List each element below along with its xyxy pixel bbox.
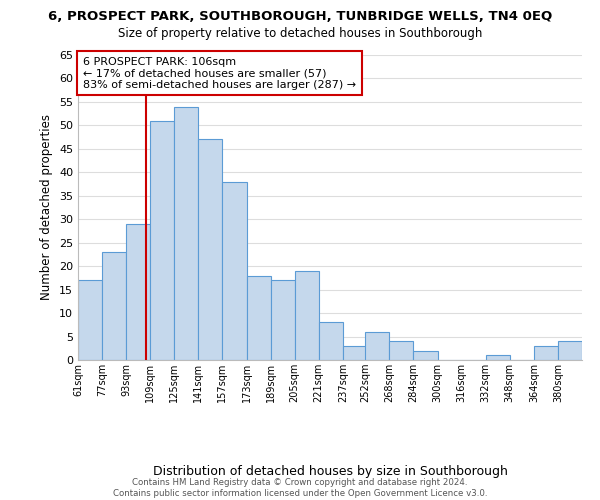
Bar — [343, 346, 367, 360]
Text: Size of property relative to detached houses in Southborough: Size of property relative to detached ho… — [118, 28, 482, 40]
Bar — [150, 120, 174, 360]
Bar — [102, 252, 126, 360]
Bar — [413, 350, 437, 360]
Text: Contains HM Land Registry data © Crown copyright and database right 2024.
Contai: Contains HM Land Registry data © Crown c… — [113, 478, 487, 498]
Bar — [247, 276, 271, 360]
Bar — [223, 182, 247, 360]
Text: 6, PROSPECT PARK, SOUTHBOROUGH, TUNBRIDGE WELLS, TN4 0EQ: 6, PROSPECT PARK, SOUTHBOROUGH, TUNBRIDG… — [48, 10, 552, 23]
Bar — [78, 280, 102, 360]
Bar — [486, 356, 510, 360]
Bar — [534, 346, 558, 360]
Bar — [271, 280, 295, 360]
Bar — [558, 341, 582, 360]
Bar — [389, 341, 413, 360]
Bar — [199, 140, 223, 360]
Bar — [126, 224, 150, 360]
X-axis label: Distribution of detached houses by size in Southborough: Distribution of detached houses by size … — [152, 465, 508, 478]
Text: 6 PROSPECT PARK: 106sqm
← 17% of detached houses are smaller (57)
83% of semi-de: 6 PROSPECT PARK: 106sqm ← 17% of detache… — [83, 56, 356, 90]
Bar — [365, 332, 389, 360]
Bar — [174, 106, 199, 360]
Bar — [295, 271, 319, 360]
Y-axis label: Number of detached properties: Number of detached properties — [40, 114, 53, 300]
Bar — [319, 322, 343, 360]
